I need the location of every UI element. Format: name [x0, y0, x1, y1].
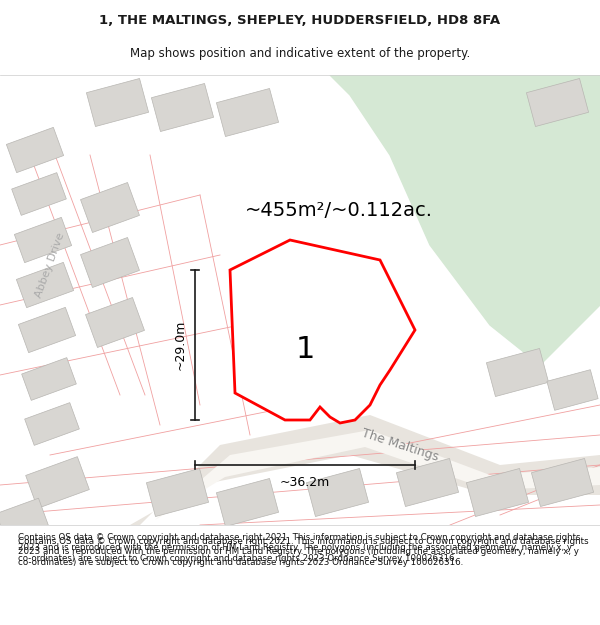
Text: ~36.2m: ~36.2m [280, 476, 330, 489]
Polygon shape [151, 84, 214, 131]
Text: Abbey Drive: Abbey Drive [34, 231, 67, 299]
Polygon shape [26, 457, 89, 508]
Polygon shape [25, 402, 79, 446]
Polygon shape [397, 459, 458, 506]
Polygon shape [86, 79, 149, 126]
Polygon shape [307, 469, 368, 516]
Text: ~455m²/~0.112ac.: ~455m²/~0.112ac. [245, 201, 433, 219]
Polygon shape [0, 498, 49, 542]
Text: ~29.0m: ~29.0m [173, 320, 187, 370]
Polygon shape [217, 479, 278, 526]
Polygon shape [487, 349, 548, 396]
Text: The Maltings: The Maltings [360, 426, 440, 464]
Polygon shape [16, 262, 74, 308]
Polygon shape [146, 469, 209, 516]
Polygon shape [466, 469, 529, 516]
Text: 1, THE MALTINGS, SHEPLEY, HUDDERSFIELD, HD8 8FA: 1, THE MALTINGS, SHEPLEY, HUDDERSFIELD, … [100, 14, 500, 28]
Text: Contains OS data © Crown copyright and database right 2021. This information is : Contains OS data © Crown copyright and d… [18, 533, 581, 562]
Polygon shape [86, 298, 145, 348]
Text: Contains OS data © Crown copyright and database right 2021. This information is : Contains OS data © Crown copyright and d… [18, 537, 589, 567]
PathPatch shape [230, 240, 415, 423]
Polygon shape [22, 357, 76, 401]
Polygon shape [532, 459, 593, 506]
Text: 1: 1 [295, 336, 314, 364]
Polygon shape [19, 308, 76, 352]
Polygon shape [330, 75, 600, 365]
Polygon shape [217, 89, 278, 136]
Text: Map shows position and indicative extent of the property.: Map shows position and indicative extent… [130, 48, 470, 61]
Polygon shape [526, 79, 589, 126]
Polygon shape [80, 182, 139, 232]
Polygon shape [155, 430, 600, 520]
Polygon shape [7, 127, 64, 172]
Polygon shape [14, 217, 71, 262]
Polygon shape [547, 370, 598, 410]
Polygon shape [80, 238, 139, 288]
Polygon shape [11, 173, 67, 216]
Polygon shape [130, 415, 600, 525]
